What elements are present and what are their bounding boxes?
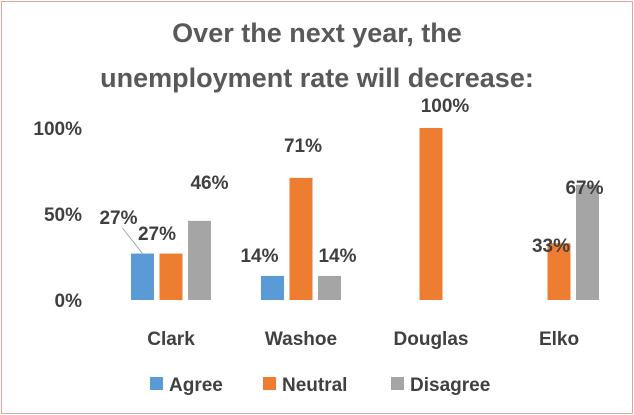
data-label: 14% — [318, 246, 356, 267]
bar-neutral — [159, 253, 183, 300]
category-label: Clark — [147, 329, 195, 350]
legend-swatch-disagree — [391, 377, 404, 390]
chart-title-line-2: unemployment rate will decrease: — [100, 63, 534, 93]
bars — [131, 128, 599, 300]
bar-agree — [261, 275, 284, 300]
bar-neutral — [547, 243, 571, 300]
leader-lines — [122, 227, 143, 254]
chart-title-line-1: Over the next year, the — [172, 18, 462, 48]
y-axis: 0% 50% 100% — [33, 119, 82, 312]
bar-disagree — [188, 220, 211, 300]
bar-neutral — [419, 128, 443, 300]
leader-line — [122, 227, 143, 254]
data-label: 100% — [421, 96, 470, 117]
category-label: Elko — [539, 329, 579, 350]
category-label: Douglas — [394, 329, 469, 350]
legend-swatch-neutral — [263, 377, 276, 390]
data-label: 14% — [240, 246, 278, 267]
data-labels: 27% 14% 27% 71% 100% 33% 46% 14% 67% — [99, 96, 603, 267]
category-label: Washoe — [265, 329, 337, 350]
legend-label: Neutral — [282, 375, 347, 396]
data-label: 27% — [99, 208, 137, 229]
y-tick-label: 0% — [55, 291, 83, 312]
bar-neutral — [289, 177, 313, 300]
legend-label: Disagree — [410, 375, 490, 396]
x-axis: Clark Washoe Douglas Elko — [147, 329, 579, 350]
y-tick-label: 50% — [44, 205, 82, 226]
data-label: 46% — [190, 173, 228, 194]
data-label: 27% — [138, 224, 176, 245]
chart-title: Over the next year, the unemployment rat… — [100, 18, 534, 93]
bar-agree — [131, 253, 154, 300]
data-label: 67% — [565, 178, 603, 199]
bar-disagree — [318, 275, 341, 300]
y-tick-label: 100% — [33, 119, 82, 140]
legend: Agree Neutral Disagree — [150, 375, 490, 396]
legend-label: Agree — [169, 375, 223, 396]
bar-disagree — [576, 184, 599, 300]
data-label: 33% — [532, 236, 570, 257]
legend-swatch-agree — [150, 377, 163, 390]
data-label: 71% — [284, 136, 322, 157]
